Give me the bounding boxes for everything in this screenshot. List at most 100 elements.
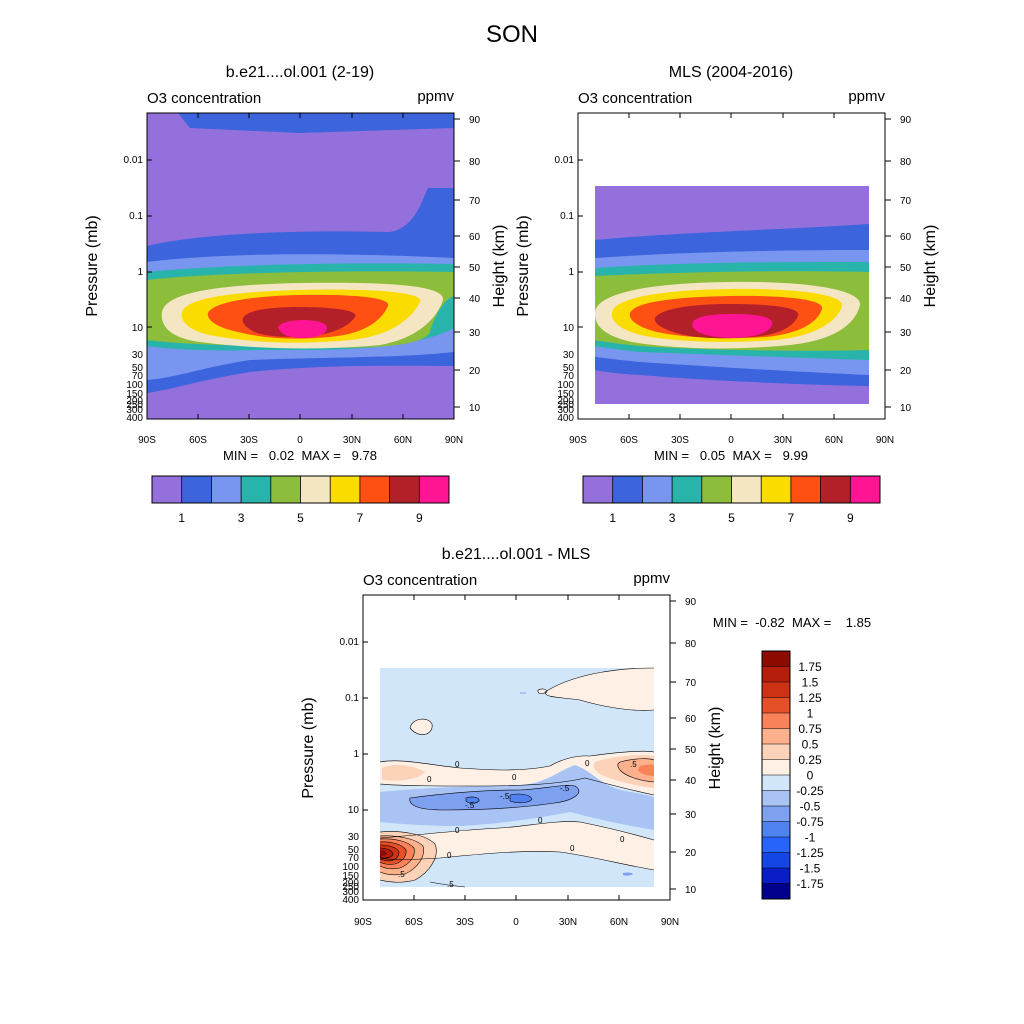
colorbar-label: -0.5 bbox=[800, 800, 821, 814]
y-tick-label: 150 bbox=[557, 389, 574, 400]
contour-level-0 bbox=[545, 668, 654, 711]
x-tick-label: 0 bbox=[728, 435, 734, 446]
y-tick-label: 10 bbox=[348, 805, 360, 816]
panel-title: b.e21....ol.001 - MLS bbox=[442, 546, 591, 563]
contour-level-0.5 bbox=[617, 758, 654, 782]
colorbar-swatch bbox=[762, 821, 790, 837]
colorbar-label: 1 bbox=[807, 707, 814, 721]
y2-tick-label: 30 bbox=[469, 328, 481, 339]
y2-tick-label: 70 bbox=[900, 196, 912, 207]
contour-level-neg0.75 bbox=[510, 794, 532, 803]
colorbar-label: 0.75 bbox=[798, 722, 822, 736]
contour-label: 0 bbox=[585, 759, 590, 768]
y-tick-label: 250 bbox=[557, 400, 574, 411]
y-tick-labels: 0.01 0.1 1 10 30 50 70 100 150 200 250 3… bbox=[124, 155, 144, 424]
y2-tick-label: 80 bbox=[685, 639, 697, 650]
colorbar-swatch bbox=[762, 852, 790, 868]
y-tick-label: 30 bbox=[132, 350, 144, 361]
y-tick-label: 200 bbox=[126, 396, 143, 407]
y2-tick-label: 60 bbox=[685, 714, 697, 725]
colorbar-swatch bbox=[762, 775, 790, 791]
y-tick-label: 1 bbox=[568, 267, 574, 278]
x-tick-label: 90S bbox=[569, 435, 587, 446]
y-tick-label: 200 bbox=[557, 396, 574, 407]
x-tick-label: 0 bbox=[297, 435, 303, 446]
x-tick-label: 90S bbox=[138, 435, 156, 446]
tick-marks bbox=[363, 595, 676, 900]
colorbar-swatch bbox=[672, 476, 702, 503]
colorbar-label: 1.5 bbox=[802, 676, 819, 690]
x-tick-label: 60N bbox=[825, 435, 843, 446]
colorbar-swatch bbox=[701, 476, 732, 503]
min-max-stats: MIN = 0.02 MAX = 9.78 bbox=[223, 448, 377, 463]
contour-label: -.5 bbox=[500, 792, 510, 801]
colorbar-swatch bbox=[359, 476, 390, 503]
colorbar-label: 0.5 bbox=[802, 738, 819, 752]
contour-label: 0 bbox=[455, 826, 460, 835]
y2-tick-label: 10 bbox=[469, 403, 481, 414]
colorbar-swatch bbox=[762, 744, 790, 760]
colorbar-label: -1.5 bbox=[800, 862, 821, 876]
y2-tick-label: 90 bbox=[900, 115, 912, 126]
colorbar-swatch bbox=[762, 759, 790, 775]
tick-marks bbox=[147, 113, 460, 419]
contour-label: 0 bbox=[570, 844, 575, 853]
y-tick-label: 400 bbox=[557, 413, 574, 424]
colorbar-swatch bbox=[762, 837, 790, 853]
contour-label: 0 bbox=[512, 773, 517, 782]
colorbar-label: 7 bbox=[357, 511, 364, 525]
panel-model: b.e21....ol.001 (2-19) O3 concentration … bbox=[84, 64, 508, 525]
y2-tick-label: 60 bbox=[469, 232, 481, 243]
y-tick-label: 200 bbox=[342, 878, 359, 889]
y2-tick-labels: 90 80 70 60 50 40 30 20 10 bbox=[685, 597, 697, 896]
colorbar: 1 3 5 7 9 bbox=[151, 475, 450, 525]
y-tick-label: 0.1 bbox=[560, 211, 574, 222]
contour-level-neg0.75 bbox=[466, 797, 480, 804]
contour-level-0 bbox=[380, 751, 654, 795]
x-tick-label: 60N bbox=[394, 435, 412, 446]
y-tick-label: 30 bbox=[348, 832, 360, 843]
x-tick-label: 60S bbox=[620, 435, 638, 446]
x-tick-label: 30N bbox=[559, 917, 577, 928]
y-axis-label: Pressure (mb) bbox=[515, 215, 532, 316]
colorbar-swatch bbox=[762, 713, 790, 729]
contour-labels: 0 0 0 0 0 0 0 0 0 .5 .5 .5 -.5 -.5 -.5 bbox=[398, 759, 637, 889]
x-tick-label: 90N bbox=[876, 435, 894, 446]
y-axis-label: Pressure (mb) bbox=[84, 215, 101, 316]
colorbar-swatch bbox=[583, 476, 613, 503]
plot-fill bbox=[380, 668, 654, 887]
y-tick-label: 70 bbox=[348, 853, 360, 864]
x-tick-label: 90S bbox=[354, 917, 372, 928]
y2-tick-label: 50 bbox=[685, 745, 697, 756]
y2-tick-label: 70 bbox=[685, 678, 697, 689]
contour-level-0 bbox=[380, 821, 654, 870]
y-tick-label: 100 bbox=[126, 380, 143, 391]
y-tick-label: 250 bbox=[342, 882, 359, 893]
x-tick-label: 60S bbox=[405, 917, 423, 928]
contour-level-neg0.5 bbox=[623, 872, 633, 876]
plot-fill bbox=[594, 186, 869, 404]
colorbar-label: 3 bbox=[238, 511, 245, 525]
min-max-stats: MIN = -0.82 MAX = 1.85 bbox=[713, 615, 871, 630]
left-label: O3 concentration bbox=[578, 90, 692, 107]
colorbar-label: -1 bbox=[805, 831, 816, 845]
x-tick-label: 30S bbox=[240, 435, 258, 446]
contour-level-0.25 bbox=[382, 765, 425, 781]
y2-tick-labels: 90 80 70 60 50 40 30 20 10 bbox=[900, 115, 912, 414]
panel-mls: MLS (2004-2016) O3 concentration ppmv 0.… bbox=[515, 64, 939, 525]
contour-level-neg0.5 bbox=[409, 785, 579, 810]
y-tick-label: 250 bbox=[126, 400, 143, 411]
colorbar-label: 9 bbox=[847, 511, 854, 525]
y2-tick-label: 30 bbox=[685, 810, 697, 821]
contour-label: .5 bbox=[398, 870, 405, 879]
colorbar-label: 1.25 bbox=[798, 691, 822, 705]
y2-tick-labels: 90 80 70 60 50 40 30 20 10 bbox=[469, 115, 481, 414]
x-tick-label: 60S bbox=[189, 435, 207, 446]
contour-level-neg0.25 bbox=[520, 692, 526, 694]
colorbar-swatch bbox=[330, 476, 360, 503]
x-tick-labels: 90S 60S 30S 0 30N 60N 90N bbox=[138, 435, 463, 446]
y-tick-label: 300 bbox=[557, 405, 574, 416]
y-axis-label: Pressure (mb) bbox=[300, 697, 317, 798]
y-tick-label: 1 bbox=[353, 749, 359, 760]
colorbar-swatch bbox=[211, 476, 242, 503]
